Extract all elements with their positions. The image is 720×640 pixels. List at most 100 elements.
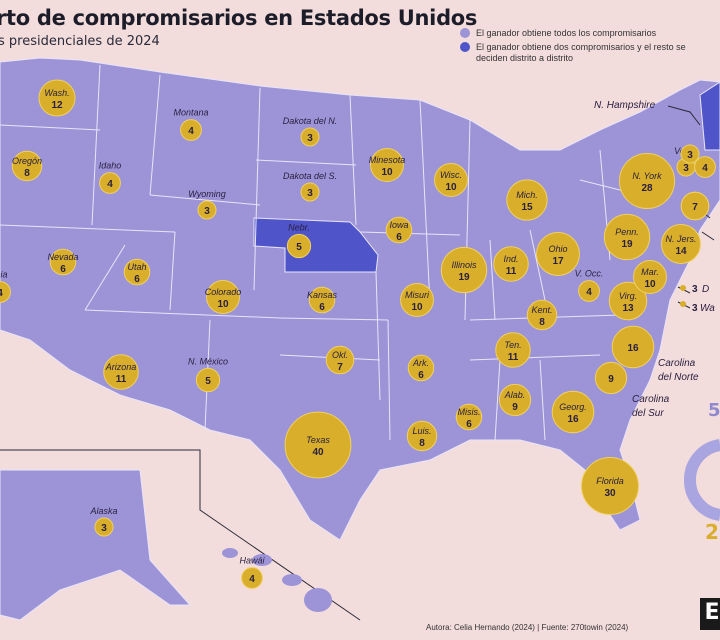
state-bubble	[551, 390, 595, 434]
state-votes: 6	[60, 264, 66, 275]
state-bubble	[618, 152, 676, 210]
dc-dot	[680, 285, 686, 291]
state-bubble	[493, 246, 529, 282]
state-name: N. Jers.	[665, 234, 696, 244]
state-votes: 10	[411, 302, 423, 313]
state-votes: 15	[521, 202, 533, 213]
state-votes: 6	[418, 370, 424, 381]
state-bubble	[680, 191, 710, 221]
state-bubble	[455, 403, 483, 431]
state-votes: 10	[445, 182, 457, 193]
state-votes: 6	[319, 302, 325, 313]
state-votes: 3	[204, 206, 210, 217]
state-votes: 13	[622, 303, 634, 314]
state-bubble	[123, 258, 151, 286]
state-name: Ark.	[412, 358, 429, 368]
state-name: N. México	[188, 356, 228, 366]
mainland-us	[0, 57, 720, 541]
state-votes: 5	[205, 376, 211, 387]
state-bubble	[11, 150, 43, 182]
state-name: Alab.	[504, 390, 526, 400]
legend: El ganador obtiene todos los compromisar…	[460, 28, 710, 67]
state-votes: 3	[307, 133, 313, 144]
state-name: Illinois	[451, 260, 477, 270]
state-votes: 11	[506, 266, 517, 277]
state-name: Okl.	[332, 350, 348, 360]
state-bubble	[400, 283, 434, 317]
side-donut	[683, 439, 720, 521]
side-number-top: 5	[708, 400, 720, 421]
state-bubble	[300, 127, 320, 147]
bubbles-layer: Wash. 12 Oregón 8 rnia 4 Nevada 6 Idaho 4 Montana 4…	[0, 79, 716, 589]
state-name: Colorado	[205, 287, 242, 297]
state-name: Wyoming	[188, 189, 226, 199]
state-votes: 8	[419, 438, 425, 449]
state-votes: 4	[0, 288, 3, 299]
hawaii-shape	[222, 548, 332, 612]
state-name: Iowa	[389, 220, 408, 230]
state-name: Idaho	[99, 161, 122, 171]
state-votes: 28	[641, 183, 653, 194]
state-name: N. York	[632, 171, 662, 181]
side-number-bottom: 2	[705, 520, 719, 544]
state-votes: 9	[608, 374, 614, 385]
state-votes: 14	[675, 246, 687, 257]
state-bubble	[308, 286, 336, 314]
dc-num: 3	[692, 284, 698, 295]
state-name: Luis.	[412, 426, 431, 436]
state-name: Hawái	[239, 556, 265, 566]
state-votes: 16	[567, 414, 579, 425]
state-bubble	[581, 457, 639, 515]
state-bubble	[300, 182, 320, 202]
state-name: Mich.	[516, 190, 538, 200]
page-subtitle: s presidenciales de 2024	[0, 34, 160, 49]
state-name: Florida	[596, 476, 624, 486]
state-bubble	[241, 567, 263, 589]
state-bubble	[506, 179, 548, 221]
state-bubble	[694, 156, 716, 178]
state-bubble	[206, 280, 240, 314]
state-bubble	[103, 354, 139, 390]
state-name: rnia	[0, 270, 8, 280]
inset-frame	[0, 449, 361, 621]
state-name: Minesota	[369, 155, 406, 165]
state-votes: 30	[604, 488, 616, 499]
state-votes: 3	[307, 188, 313, 199]
state-bubble	[495, 332, 531, 368]
state-votes: 17	[552, 256, 564, 267]
state-votes: 6	[396, 232, 402, 243]
legend-dot-split	[460, 42, 470, 52]
state-name: Georg.	[559, 402, 587, 412]
carolina-norte-label-2: del Norte	[658, 372, 699, 383]
state-bubble	[608, 281, 648, 321]
state-votes: 6	[466, 419, 472, 430]
state-votes: 12	[51, 100, 63, 111]
state-bubble	[284, 411, 352, 479]
state-bubble	[661, 224, 701, 264]
state-bubble	[594, 361, 628, 395]
state-name: Dakota del S.	[283, 171, 337, 181]
state-bubble	[180, 119, 202, 141]
was-label: Wa	[700, 303, 715, 314]
state-bubble	[94, 517, 114, 537]
state-name: Wisc.	[440, 170, 462, 180]
carolina-sur-label-1: Carolina	[632, 394, 670, 405]
state-votes: 16	[627, 343, 639, 354]
state-votes: 9	[512, 402, 518, 413]
state-name: Alaska	[89, 506, 117, 516]
state-votes: 8	[539, 317, 545, 328]
brand-logo: E	[700, 598, 720, 630]
state-votes: 4	[107, 179, 113, 190]
state-name: Nebr.	[288, 222, 310, 232]
state-name: Nevada	[47, 252, 78, 262]
nh-label: N. Hampshire	[594, 100, 656, 111]
dc-label: D	[702, 284, 709, 295]
alaska-shape	[0, 469, 192, 621]
state-votes: 11	[508, 352, 519, 363]
state-name: Wash.	[44, 88, 69, 98]
state-votes: 19	[458, 272, 470, 283]
state-name: Ten.	[504, 340, 521, 350]
state-name: Ind.	[503, 254, 518, 264]
state-votes: 4	[249, 574, 255, 585]
state-bubble	[680, 144, 700, 164]
